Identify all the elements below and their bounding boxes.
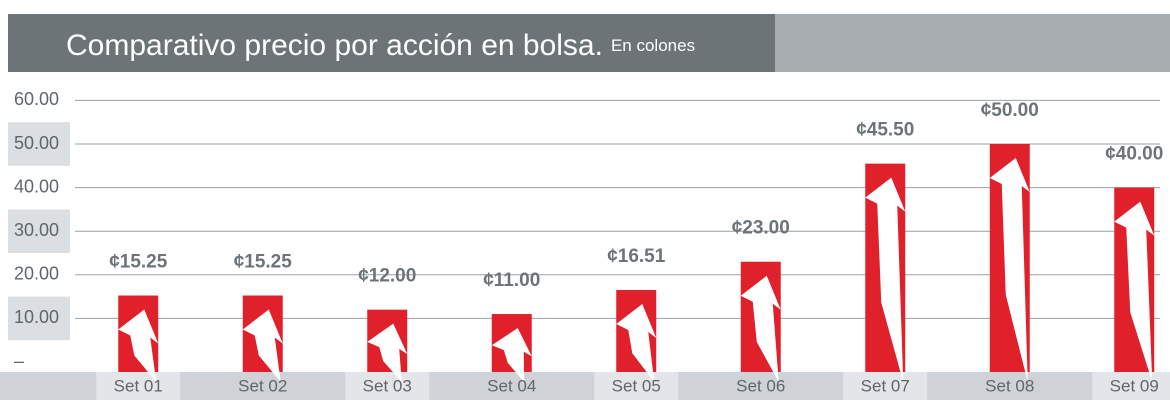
value-label: ¢12.00 — [358, 266, 416, 287]
title-group: Comparativo precio por acción en bolsa. E… — [66, 29, 695, 62]
y-tick-label: 20.00 — [14, 264, 59, 284]
chart-title: Comparativo precio por acción en bolsa. — [66, 29, 603, 62]
bar-arrow — [989, 158, 1030, 382]
bar-arrow — [865, 177, 906, 382]
category-band — [594, 372, 679, 400]
title-bar-extension — [775, 14, 1170, 72]
value-label: ¢40.00 — [1105, 144, 1163, 165]
bar-arrow — [1114, 201, 1155, 382]
chart-subtitle: En colones — [611, 36, 695, 55]
value-label: ¢11.00 — [483, 270, 540, 291]
x-tick-label: Set 08 — [985, 376, 1034, 395]
y-tick-label: – — [14, 351, 24, 371]
title-bar — [8, 14, 775, 72]
category-band — [843, 372, 928, 400]
category-band — [96, 372, 181, 400]
value-label: ¢16.51 — [607, 246, 666, 267]
y-tick-label: 50.00 — [14, 133, 59, 153]
y-tick-label: 30.00 — [14, 220, 59, 240]
bar-arrow — [242, 309, 283, 382]
bar-arrow — [740, 275, 781, 382]
value-label: ¢15.25 — [109, 252, 168, 273]
bar-arrow — [367, 323, 408, 382]
value-label: ¢23.00 — [732, 218, 790, 239]
value-label: ¢15.25 — [234, 252, 293, 273]
y-tick-label: 40.00 — [14, 176, 59, 196]
x-tick-label: Set 05 — [612, 376, 661, 395]
category-band — [1092, 372, 1170, 400]
x-tick-label: Set 09 — [1110, 376, 1159, 395]
tick-band — [8, 122, 70, 166]
tick-band — [8, 296, 70, 341]
value-label: ¢50.00 — [981, 100, 1039, 121]
x-tick-label: Set 03 — [363, 376, 412, 395]
x-tick-label: Set 01 — [114, 376, 163, 395]
x-tick-label: Set 02 — [238, 376, 287, 395]
bar-arrow — [118, 309, 159, 382]
category-band — [345, 372, 430, 400]
category-strip — [0, 372, 1170, 400]
value-label: ¢45.50 — [856, 120, 914, 141]
x-tick-label: Set 04 — [487, 376, 536, 395]
x-tick-label: Set 07 — [861, 376, 910, 395]
y-tick-label: 10.00 — [14, 307, 59, 327]
bar-arrow — [616, 304, 657, 382]
bar-arrow — [491, 328, 532, 382]
tick-band — [8, 209, 70, 253]
x-tick-label: Set 06 — [736, 376, 785, 395]
y-tick-label: 60.00 — [14, 89, 59, 109]
